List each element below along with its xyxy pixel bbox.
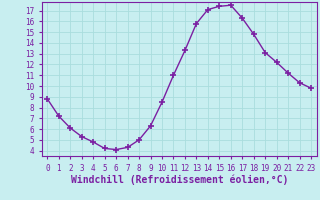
X-axis label: Windchill (Refroidissement éolien,°C): Windchill (Refroidissement éolien,°C) xyxy=(70,174,288,185)
